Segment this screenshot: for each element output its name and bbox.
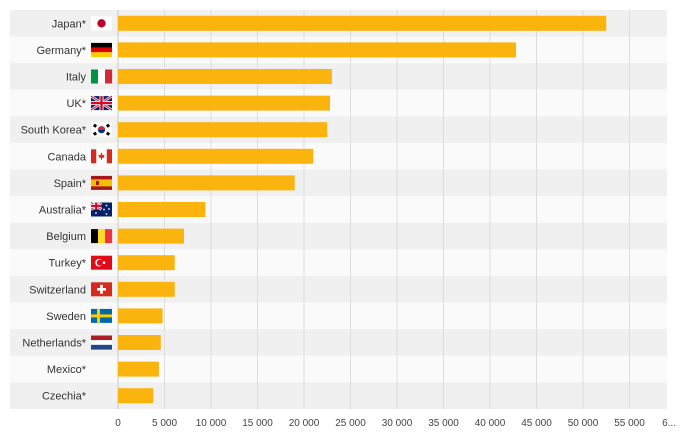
bar-turkey <box>118 255 175 271</box>
category-label-italy: Italy <box>66 72 87 84</box>
category-label-turkey: Turkey* <box>49 258 87 270</box>
category-labels: Japan* Germany* Italy UK* South Korea* Canada… <box>21 18 87 402</box>
category-label-belgium: Belgium <box>46 231 86 243</box>
category-label-uk: UK* <box>66 98 86 110</box>
x-tick-label: 15 000 <box>242 418 273 429</box>
bar-germany <box>118 42 517 58</box>
row-band <box>10 355 667 383</box>
x-tick-label: 30 000 <box>382 418 413 429</box>
bar-uk <box>118 95 331 111</box>
x-tick-label: 35 000 <box>428 418 459 429</box>
x-tick-label: 6... <box>662 418 676 429</box>
germany-flag-icon <box>91 42 112 57</box>
x-tick-label: 45 000 <box>521 418 552 429</box>
category-label-netherlands: Netherlands* <box>22 338 86 350</box>
x-tick-label: 25 000 <box>335 418 366 429</box>
x-axis-tick-labels: 0 5 000 10 000 15 000 20 000 25 000 30 000 35 0… <box>115 418 676 429</box>
category-label-mexico: Mexico* <box>47 364 87 376</box>
category-label-sweden: Sweden <box>46 311 86 323</box>
bar-sweden <box>118 308 163 324</box>
bar-south-korea <box>118 122 328 138</box>
spain-flag-icon <box>91 175 112 190</box>
flag-icons <box>90 16 113 350</box>
bar-australia <box>118 202 206 217</box>
south-korea-flag-icon <box>91 122 112 137</box>
x-tick-label: 40 000 <box>475 418 506 429</box>
category-label-canada: Canada <box>47 151 86 163</box>
switzerland-flag-icon <box>91 282 112 297</box>
bar-netherlands <box>118 335 161 350</box>
bar-belgium <box>118 228 185 244</box>
row-band <box>10 382 667 409</box>
uk-flag-icon <box>90 95 113 112</box>
italy-flag-icon <box>91 69 113 84</box>
x-tick-label: 55 000 <box>614 418 645 429</box>
sweden-flag-icon <box>91 308 112 323</box>
category-label-south-korea: South Korea* <box>21 125 87 137</box>
x-tick-label: 20 000 <box>289 418 320 429</box>
bar-italy <box>118 69 332 84</box>
category-label-australia: Australia* <box>39 205 87 217</box>
bar-switzerland <box>118 281 175 297</box>
category-label-japan: Japan* <box>52 18 87 30</box>
bar-mexico <box>118 361 159 377</box>
category-label-czechia: Czechia* <box>42 391 87 403</box>
x-tick-label: 50 000 <box>568 418 599 429</box>
turkey-flag-icon <box>91 255 112 270</box>
japan-flag-icon <box>91 16 112 31</box>
x-tick-label: 0 <box>115 418 121 429</box>
bar-japan <box>118 15 607 31</box>
category-label-switzerland: Switzerland <box>29 284 86 296</box>
belgium-flag-icon <box>91 229 113 244</box>
bar-czechia <box>118 388 154 404</box>
bar-canada <box>118 148 314 164</box>
australia-flag-icon <box>90 201 112 217</box>
category-label-spain: Spain* <box>54 178 87 190</box>
canada-flag-icon <box>91 149 112 164</box>
netherlands-flag-icon <box>91 335 112 350</box>
x-tick-label: 10 000 <box>196 418 227 429</box>
x-tick-label: 5 000 <box>152 418 177 429</box>
bar-spain <box>118 175 295 191</box>
bars <box>118 15 607 404</box>
category-label-germany: Germany* <box>36 45 86 57</box>
